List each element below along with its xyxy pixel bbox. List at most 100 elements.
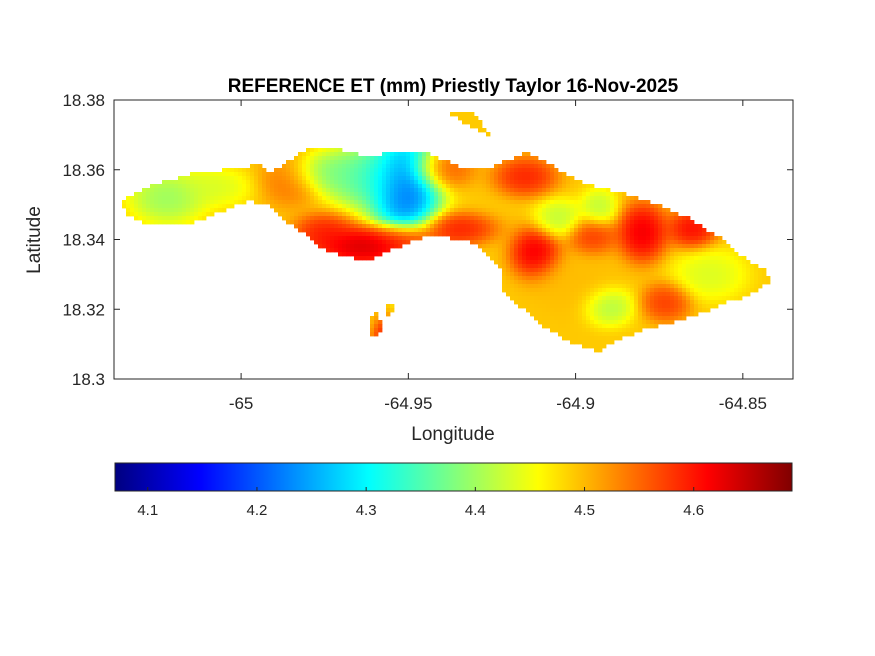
heatmap-cell bbox=[610, 224, 615, 229]
heatmap-cell bbox=[594, 304, 599, 309]
heatmap-cell bbox=[602, 340, 607, 345]
heatmap-cell bbox=[334, 220, 339, 225]
heatmap-cell bbox=[598, 300, 603, 305]
heatmap-cell bbox=[174, 212, 179, 217]
heatmap-cell bbox=[450, 188, 455, 193]
heatmap-cell bbox=[430, 200, 435, 205]
heatmap-cell bbox=[518, 160, 523, 165]
heatmap-cell bbox=[178, 204, 183, 209]
heatmap-cell bbox=[186, 200, 191, 205]
heatmap-cell bbox=[654, 300, 659, 305]
heatmap-cell bbox=[558, 204, 563, 209]
heatmap-cell bbox=[546, 324, 551, 329]
heatmap-cell bbox=[670, 308, 675, 313]
heatmap-cell bbox=[678, 288, 683, 293]
heatmap-cell bbox=[534, 260, 539, 265]
heatmap-cell bbox=[286, 176, 291, 181]
heatmap-cell bbox=[506, 208, 511, 213]
heatmap-cell bbox=[426, 204, 431, 209]
heatmap-cell bbox=[518, 272, 523, 277]
heatmap-cell bbox=[246, 192, 251, 197]
heatmap-cell bbox=[314, 160, 319, 165]
heatmap-cell bbox=[602, 292, 607, 297]
heatmap-cell bbox=[526, 264, 531, 269]
heatmap-cell bbox=[526, 176, 531, 181]
heatmap-cell bbox=[498, 264, 503, 269]
heatmap-cell bbox=[254, 192, 259, 197]
heatmap-cell bbox=[482, 216, 487, 221]
heatmap-cell bbox=[598, 264, 603, 269]
heatmap-cell bbox=[330, 228, 335, 233]
heatmap-cell bbox=[738, 284, 743, 289]
heatmap-cell bbox=[342, 164, 347, 169]
heatmap-cell bbox=[398, 192, 403, 197]
heatmap-cell bbox=[322, 164, 327, 169]
heatmap-cell bbox=[678, 280, 683, 285]
heatmap-cell bbox=[130, 196, 135, 201]
heatmap-cell bbox=[582, 292, 587, 297]
heatmap-cell bbox=[150, 220, 155, 225]
heatmap-cell bbox=[370, 256, 375, 261]
heatmap-cell bbox=[218, 192, 223, 197]
heatmap-cell bbox=[654, 292, 659, 297]
heatmap-cell bbox=[606, 248, 611, 253]
heatmap-cell bbox=[422, 216, 427, 221]
heatmap-cell bbox=[562, 208, 567, 213]
heatmap-cell bbox=[646, 288, 651, 293]
heatmap-cell bbox=[294, 176, 299, 181]
heatmap-cell bbox=[466, 224, 471, 229]
heatmap-cell bbox=[538, 196, 543, 201]
heatmap-cell bbox=[654, 248, 659, 253]
heatmap-cell bbox=[702, 264, 707, 269]
heatmap-cell bbox=[170, 196, 175, 201]
heatmap-cell bbox=[550, 276, 555, 281]
heatmap-cell bbox=[538, 248, 543, 253]
heatmap-cell bbox=[530, 260, 535, 265]
heatmap-cell bbox=[486, 200, 491, 205]
heatmap-cell bbox=[594, 268, 599, 273]
heatmap-cell bbox=[294, 204, 299, 209]
heatmap-cell bbox=[570, 340, 575, 345]
heatmap-cell bbox=[638, 224, 643, 229]
heatmap-cell bbox=[650, 308, 655, 313]
heatmap-cell bbox=[394, 176, 399, 181]
heatmap-cell bbox=[754, 272, 759, 277]
heatmap-cell bbox=[526, 168, 531, 173]
heatmap-cell bbox=[326, 160, 331, 165]
heatmap-cell bbox=[298, 176, 303, 181]
heatmap-cell bbox=[210, 200, 215, 205]
heatmap-cell bbox=[474, 176, 479, 181]
heatmap-cell bbox=[542, 184, 547, 189]
heatmap-cell bbox=[298, 200, 303, 205]
heatmap-cell bbox=[354, 192, 359, 197]
heatmap-cell bbox=[542, 216, 547, 221]
heatmap-cell bbox=[378, 324, 383, 329]
heatmap-cell bbox=[354, 236, 359, 241]
heatmap-cell bbox=[458, 196, 463, 201]
heatmap-cell bbox=[566, 332, 571, 337]
heatmap-cell bbox=[146, 188, 151, 193]
heatmap-cell bbox=[442, 168, 447, 173]
heatmap-cell bbox=[150, 212, 155, 217]
heatmap-cell bbox=[322, 148, 327, 153]
heatmap-cell bbox=[622, 232, 627, 237]
heatmap-cell bbox=[702, 288, 707, 293]
heatmap-cell bbox=[538, 284, 543, 289]
heatmap-cell bbox=[626, 208, 631, 213]
heatmap-cell bbox=[542, 316, 547, 321]
heatmap-cell bbox=[530, 296, 535, 301]
heatmap-cell bbox=[642, 316, 647, 321]
heatmap-cell bbox=[502, 248, 507, 253]
heatmap-cell bbox=[310, 220, 315, 225]
heatmap-cell bbox=[462, 216, 467, 221]
heatmap-cell bbox=[494, 220, 499, 225]
heatmap-cell bbox=[350, 156, 355, 161]
heatmap-cell bbox=[478, 220, 483, 225]
heatmap-cell bbox=[354, 184, 359, 189]
heatmap-cell bbox=[618, 200, 623, 205]
heatmap-cell bbox=[646, 324, 651, 329]
heatmap-cell bbox=[582, 340, 587, 345]
heatmap-cell bbox=[470, 232, 475, 237]
heatmap-cell bbox=[310, 188, 315, 193]
heatmap-cell bbox=[550, 228, 555, 233]
